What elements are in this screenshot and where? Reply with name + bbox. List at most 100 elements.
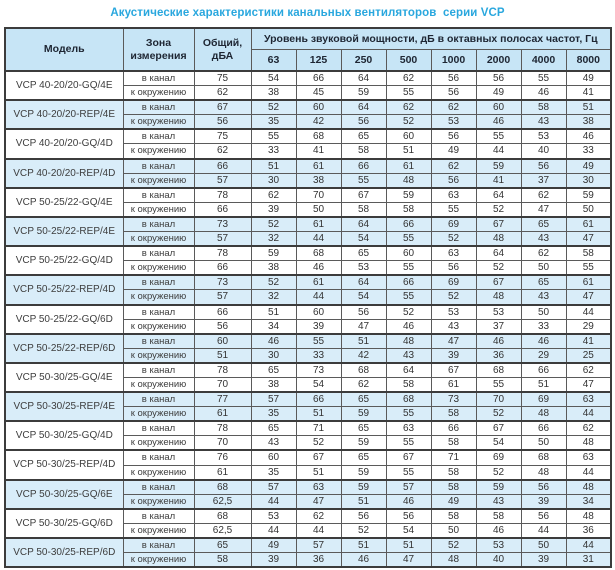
total-duct-cell: 77 <box>193 391 252 408</box>
band-cell: 60 <box>250 449 297 466</box>
band-cell: 66 <box>340 157 387 174</box>
model-cell: VCP 40-20/20-REP/4D <box>4 157 124 189</box>
zone-duct-label: в канал <box>122 361 195 378</box>
band-cell: 59 <box>340 406 387 422</box>
band-cell: 70 <box>295 186 342 203</box>
zone-duct-label: в канал <box>122 245 195 262</box>
band-cell: 48 <box>475 231 522 247</box>
band-cell: 68 <box>475 361 522 378</box>
band-cell: 68 <box>295 245 342 262</box>
total-ambient-cell: 62,5 <box>193 493 252 510</box>
band-cell: 52 <box>430 537 477 554</box>
band-cell: 47 <box>565 376 612 393</box>
band-cell: 65 <box>340 245 387 262</box>
total-ambient-cell: 70 <box>193 376 252 393</box>
band-cell: 69 <box>430 215 477 233</box>
band-cell: 63 <box>295 478 342 495</box>
band-cell: 43 <box>520 231 567 247</box>
band-cell: 63 <box>385 420 432 437</box>
band-cell: 44 <box>565 406 612 422</box>
band-cell: 53 <box>340 260 387 276</box>
table-row-duct: VCP 50-25/22-REP/6D в канал 60 46 55 51 … <box>4 332 612 364</box>
band-cell: 49 <box>565 70 612 87</box>
total-ambient-cell: 70 <box>193 435 252 451</box>
band-cell: 55 <box>385 406 432 422</box>
band-cell: 25 <box>565 347 612 364</box>
total-duct-cell: 75 <box>193 70 252 87</box>
band-cell: 48 <box>565 507 612 524</box>
table-row-duct: VCP 50-30/25-REP/6D в канал 65 49 57 51 … <box>4 536 612 568</box>
zone-duct-label: в канал <box>122 128 195 145</box>
table-row-duct: VCP 50-25/22-REP/4D в канал 73 52 61 64 … <box>4 274 612 306</box>
band-cell: 50 <box>520 435 567 451</box>
band-cell: 41 <box>475 172 522 189</box>
total-duct-cell: 66 <box>193 157 252 174</box>
header-frequency: 4000 <box>520 49 567 72</box>
band-cell: 63 <box>430 186 477 203</box>
band-cell: 58 <box>430 464 477 481</box>
band-cell: 51 <box>250 303 297 320</box>
zone-duct-label: в канал <box>122 420 195 437</box>
table-row-duct: VCP 50-25/22-REP/4E в канал 73 52 61 64 … <box>4 215 612 247</box>
band-cell: 55 <box>385 464 432 481</box>
table-row-ambient: к окружению 57 30 38 55 48 56 41 37 30 <box>5 172 612 189</box>
band-cell: 46 <box>385 493 432 510</box>
table-row-duct: VCP 50-30/25-GQ/4D в канал 78 65 71 65 6… <box>4 420 612 451</box>
band-cell: 51 <box>295 406 342 422</box>
zone-duct-label: в канал <box>122 157 195 174</box>
band-cell: 61 <box>295 157 342 174</box>
band-cell: 45 <box>295 85 342 101</box>
band-cell: 39 <box>250 552 297 568</box>
band-cell: 51 <box>250 157 297 174</box>
band-cell: 32 <box>250 289 297 305</box>
band-cell: 33 <box>565 143 612 160</box>
table-row-ambient: к окружению 70 38 54 62 58 61 55 51 47 <box>5 376 612 393</box>
header-total: Общий, дБА <box>193 27 252 72</box>
band-cell: 55 <box>250 128 297 145</box>
band-cell: 70 <box>475 391 522 408</box>
band-cell: 55 <box>385 260 432 276</box>
zone-ambient-label: к окружению <box>122 260 195 276</box>
band-cell: 50 <box>430 522 477 539</box>
band-cell: 62 <box>520 245 567 262</box>
total-duct-cell: 67 <box>193 99 252 116</box>
zone-ambient-label: к окружению <box>122 522 195 539</box>
band-cell: 63 <box>565 391 612 408</box>
band-cell: 66 <box>430 420 477 437</box>
band-cell: 59 <box>340 464 387 481</box>
band-cell: 48 <box>385 332 432 349</box>
band-cell: 61 <box>295 274 342 291</box>
table-row-ambient: к окружению 66 38 46 53 55 56 52 50 55 <box>5 260 612 276</box>
band-cell: 48 <box>385 172 432 189</box>
band-cell: 49 <box>430 143 477 160</box>
band-cell: 69 <box>520 391 567 408</box>
band-cell: 67 <box>295 449 342 466</box>
band-cell: 62 <box>430 157 477 174</box>
model-cell: VCP 50-25/22-GQ/4D <box>4 245 124 276</box>
band-cell: 62 <box>565 420 612 437</box>
band-cell: 50 <box>565 201 612 218</box>
table-row-duct: VCP 50-30/25-GQ/6D в канал 68 53 62 56 5… <box>4 507 612 539</box>
zone-ambient-label: к окружению <box>122 289 195 305</box>
total-duct-cell: 78 <box>193 361 252 378</box>
band-cell: 42 <box>340 347 387 364</box>
zone-ambient-label: к окружению <box>122 493 195 510</box>
band-cell: 54 <box>385 522 432 539</box>
band-cell: 56 <box>430 70 477 87</box>
band-cell: 44 <box>295 522 342 539</box>
model-cell: VCP 50-30/25-GQ/6E <box>4 478 124 510</box>
band-cell: 54 <box>340 289 387 305</box>
band-cell: 54 <box>295 376 342 393</box>
band-cell: 38 <box>250 85 297 101</box>
band-cell: 64 <box>475 245 522 262</box>
table-row-ambient: к окружению 57 32 44 54 55 52 48 43 47 <box>5 231 612 247</box>
band-cell: 44 <box>565 537 612 554</box>
total-ambient-cell: 66 <box>193 201 252 218</box>
band-cell: 56 <box>340 303 387 320</box>
band-cell: 51 <box>520 376 567 393</box>
band-cell: 55 <box>430 201 477 218</box>
band-cell: 59 <box>475 478 522 495</box>
band-cell: 38 <box>250 260 297 276</box>
table-row-duct: VCP 40-20/20-REP/4D в канал 66 51 61 66 … <box>4 157 612 189</box>
band-cell: 51 <box>385 143 432 160</box>
